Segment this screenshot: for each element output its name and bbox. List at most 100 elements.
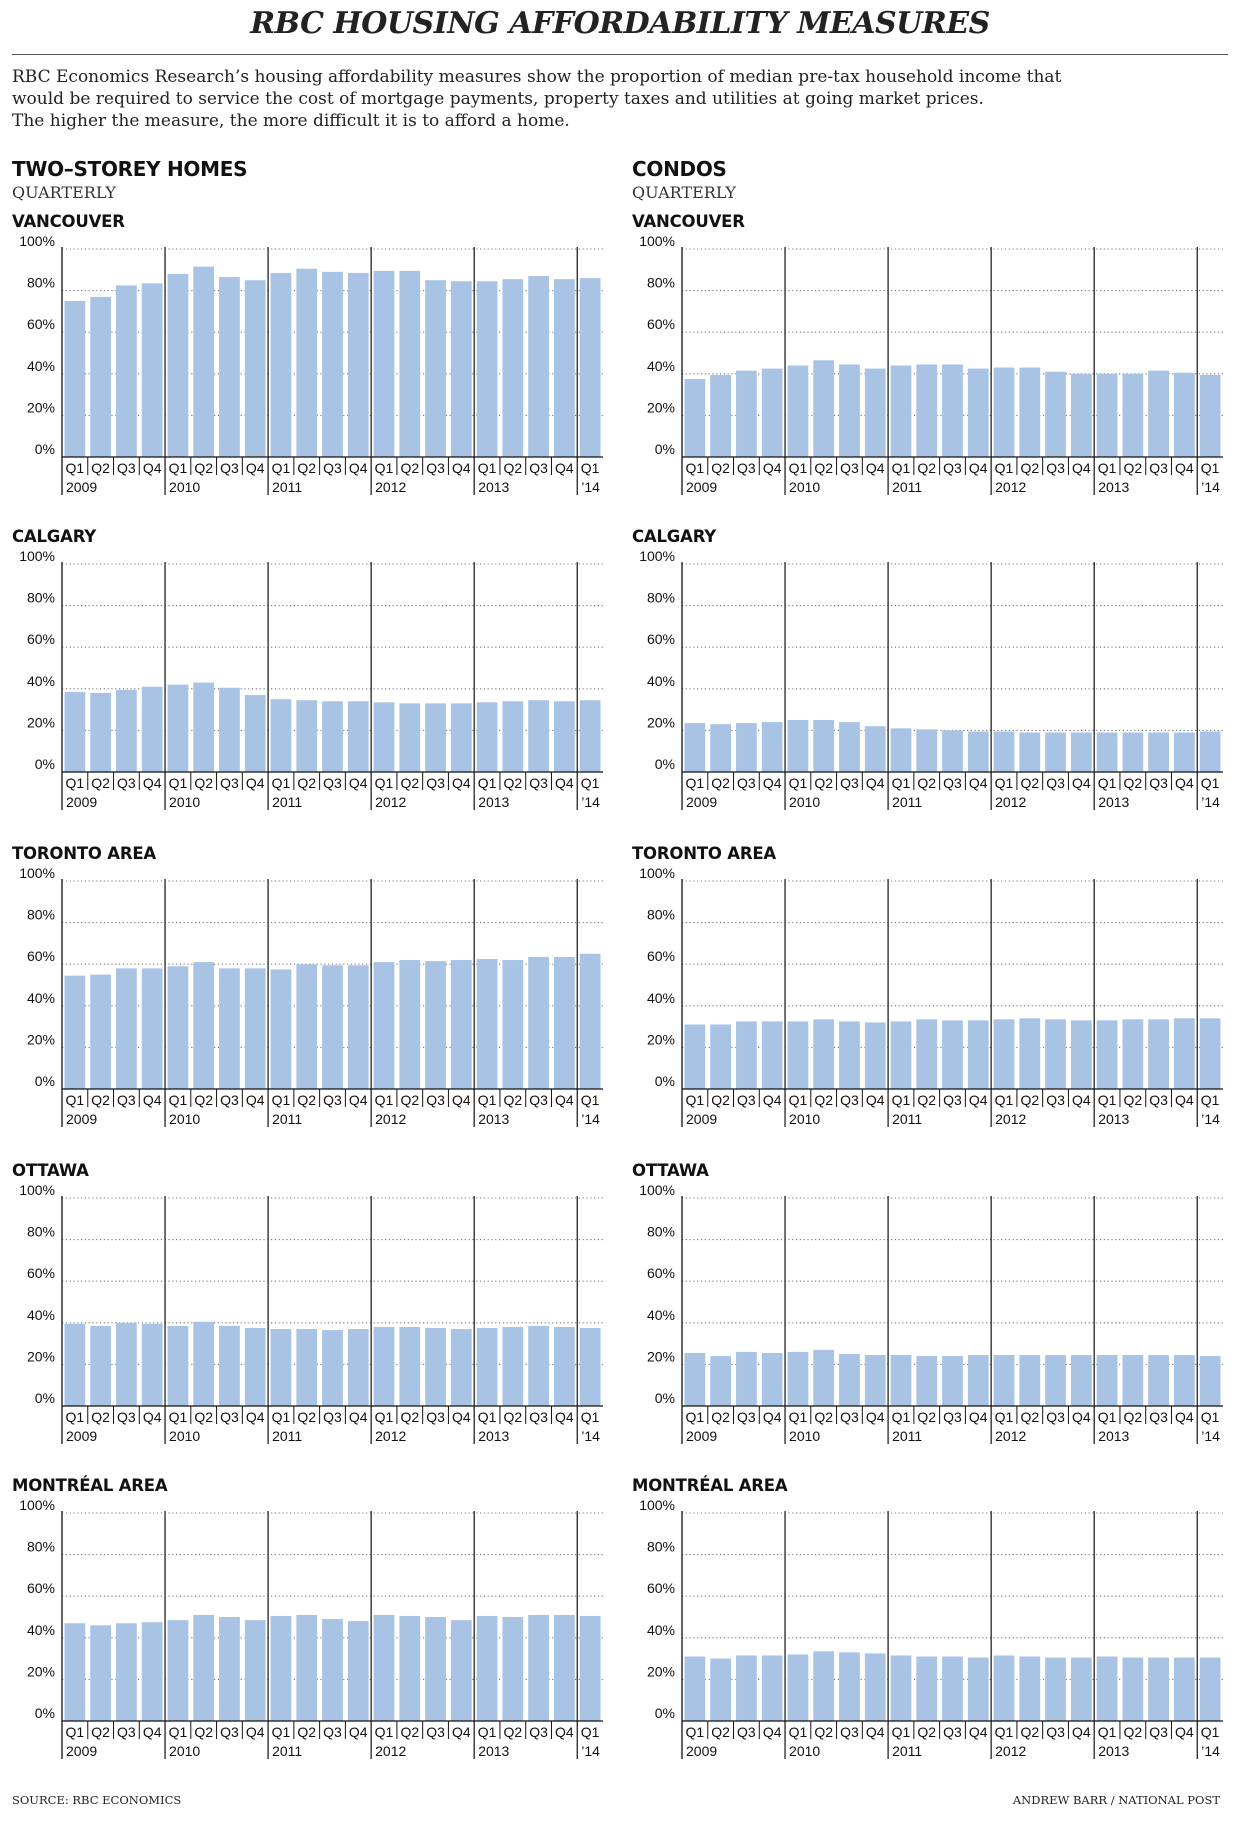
quarter-label: Q1 bbox=[581, 1724, 600, 1740]
bar bbox=[219, 1617, 240, 1721]
column-heading-condos: CONDOS bbox=[632, 157, 727, 181]
year-label: 2013 bbox=[478, 1428, 509, 1444]
quarter-label: Q4 bbox=[969, 1092, 988, 1108]
bar bbox=[244, 1620, 266, 1721]
bar bbox=[684, 723, 706, 772]
bar bbox=[684, 1024, 706, 1089]
quarter-label: Q3 bbox=[117, 1409, 136, 1425]
quarter-label: Q4 bbox=[1175, 1724, 1194, 1740]
bar bbox=[839, 1652, 860, 1721]
bar bbox=[64, 1623, 86, 1721]
quarter-label: Q2 bbox=[503, 460, 522, 476]
year-label: 2011 bbox=[272, 1743, 302, 1759]
quarter-label: Q3 bbox=[943, 1092, 962, 1108]
y-tick-label: 40% bbox=[27, 358, 55, 374]
bar bbox=[193, 1321, 215, 1406]
bar bbox=[579, 1328, 601, 1406]
chart-toronto-condos: 0% 20% 40% 60% 80% 100% Q1 Q2 Q3 Q4 Q1 Q2 Q3 Q4 Q1 Q2 Q3… bbox=[639, 865, 1223, 1127]
y-tick-label: 100% bbox=[19, 1497, 55, 1513]
bar bbox=[244, 280, 266, 457]
bar bbox=[399, 1326, 421, 1406]
quarter-label: Q1 bbox=[789, 1092, 808, 1108]
y-tick-label: 40% bbox=[647, 1622, 675, 1638]
bar bbox=[219, 968, 240, 1089]
bar bbox=[476, 1615, 498, 1721]
quarter-label: Q1 bbox=[789, 775, 808, 791]
quarter-label: Q1 bbox=[892, 775, 911, 791]
y-tick-label: 20% bbox=[647, 714, 675, 730]
y-tick-label: 20% bbox=[27, 399, 55, 415]
y-tick-label: 40% bbox=[647, 1307, 675, 1323]
y-tick-label: 20% bbox=[647, 399, 675, 415]
quarter-label: Q1 bbox=[66, 1409, 85, 1425]
quarter-label: Q3 bbox=[220, 460, 239, 476]
bar bbox=[890, 1655, 912, 1721]
bar bbox=[761, 722, 783, 772]
quarter-label: Q1 bbox=[1098, 1092, 1117, 1108]
quarter-label: Q1 bbox=[892, 1409, 911, 1425]
year-label: 2012 bbox=[995, 1428, 1026, 1444]
bar bbox=[476, 1328, 498, 1406]
bar bbox=[579, 278, 601, 457]
bar bbox=[1199, 1356, 1221, 1406]
quarter-label: Q4 bbox=[866, 775, 885, 791]
bar bbox=[993, 367, 1015, 457]
quarter-label: Q4 bbox=[969, 775, 988, 791]
bar bbox=[450, 703, 472, 772]
bar bbox=[64, 691, 86, 772]
bar bbox=[942, 1356, 963, 1406]
year-label: ’14 bbox=[581, 1743, 600, 1759]
bar bbox=[864, 1355, 886, 1406]
bar bbox=[425, 703, 446, 772]
quarter-label: Q1 bbox=[1201, 460, 1220, 476]
bar bbox=[322, 271, 343, 457]
bar bbox=[787, 720, 809, 772]
y-tick-label: 100% bbox=[19, 233, 55, 249]
column-subheading-condos: QUARTERLY bbox=[632, 183, 736, 202]
bar bbox=[916, 1356, 938, 1406]
quarter-label: Q1 bbox=[1098, 1409, 1117, 1425]
bar bbox=[864, 368, 886, 457]
quarter-label: Q3 bbox=[220, 1409, 239, 1425]
quarter-label: Q2 bbox=[503, 1409, 522, 1425]
year-label: 2012 bbox=[995, 479, 1026, 495]
quarter-label: Q1 bbox=[995, 775, 1014, 791]
bar bbox=[1173, 1355, 1195, 1406]
y-tick-label: 80% bbox=[27, 1224, 55, 1240]
quarter-label: Q1 bbox=[478, 775, 497, 791]
year-label: 2009 bbox=[66, 1428, 97, 1444]
quarter-label: Q1 bbox=[272, 775, 291, 791]
bar bbox=[425, 961, 446, 1089]
bar bbox=[761, 368, 783, 457]
bar bbox=[787, 365, 809, 457]
quarter-label: Q1 bbox=[272, 1092, 291, 1108]
year-label: 2013 bbox=[478, 794, 509, 810]
quarter-label: Q4 bbox=[1072, 460, 1091, 476]
chart-ottawa-condos: 0% 20% 40% 60% 80% 100% Q1 Q2 Q3 Q4 Q1 Q2 Q3 Q4 Q1 Q2 Q3… bbox=[639, 1182, 1223, 1444]
y-tick-label: 80% bbox=[647, 1224, 675, 1240]
year-label: ’14 bbox=[1201, 1428, 1220, 1444]
year-label: 2012 bbox=[375, 1428, 406, 1444]
year-label: 2010 bbox=[789, 794, 820, 810]
quarter-label: Q3 bbox=[529, 775, 548, 791]
year-label: 2012 bbox=[375, 1743, 406, 1759]
year-label: 2009 bbox=[686, 1111, 717, 1127]
quarter-label: Q4 bbox=[349, 775, 368, 791]
bar bbox=[813, 720, 835, 772]
year-label: ’14 bbox=[581, 794, 600, 810]
bar bbox=[141, 686, 163, 772]
quarter-label: Q3 bbox=[323, 1724, 342, 1740]
bar bbox=[347, 701, 369, 772]
quarter-label: Q4 bbox=[1175, 1092, 1194, 1108]
bar bbox=[787, 1654, 809, 1721]
bar bbox=[167, 273, 189, 457]
chart-title-toronto-homes: TORONTO AREA bbox=[12, 844, 156, 863]
year-label: ’14 bbox=[1201, 479, 1220, 495]
bar bbox=[90, 1625, 112, 1721]
quarter-label: Q2 bbox=[917, 1724, 936, 1740]
year-label: 2010 bbox=[789, 1743, 820, 1759]
y-tick-label: 40% bbox=[27, 673, 55, 689]
bar bbox=[1045, 1657, 1066, 1721]
bar bbox=[916, 729, 938, 772]
quarter-label: Q1 bbox=[995, 1409, 1014, 1425]
